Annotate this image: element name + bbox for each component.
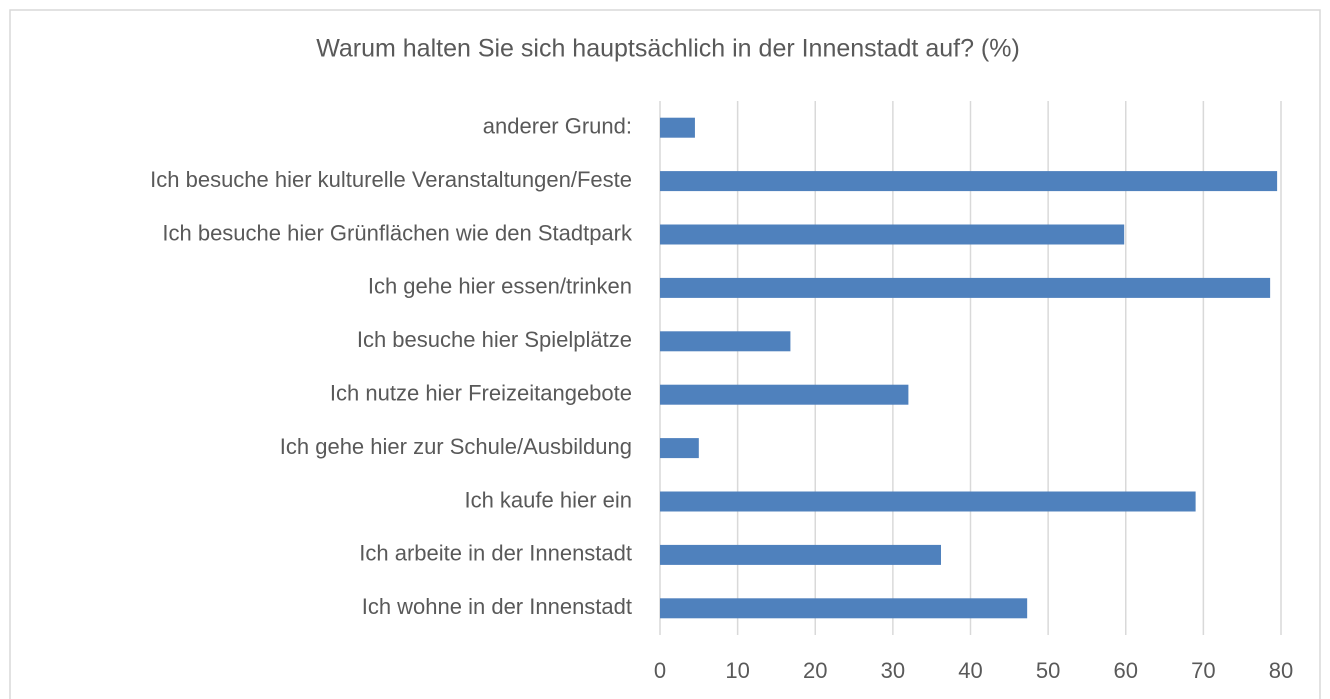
y-tick-label: Ich gehe hier essen/trinken	[368, 274, 632, 299]
y-tick-label: Ich besuche hier Spielplätze	[357, 327, 632, 352]
bar	[660, 384, 909, 405]
chart-title: Warum halten Sie sich hauptsächlich in d…	[316, 35, 1020, 63]
y-tick-label: Ich kaufe hier ein	[464, 487, 632, 512]
chart-border	[9, 9, 1321, 699]
x-tick-label: 80	[1269, 658, 1293, 683]
y-tick-label: Ich besuche hier Grünflächen wie den Sta…	[162, 220, 633, 245]
x-tick-label: 20	[803, 658, 827, 683]
bar	[660, 598, 1028, 619]
bar	[660, 277, 1271, 298]
y-tick-label: Ich nutze hier Freizeitangebote	[330, 381, 632, 406]
bar	[660, 491, 1196, 512]
bar	[660, 117, 695, 138]
x-tick-label: 10	[725, 658, 749, 683]
x-tick-label: 50	[1036, 658, 1060, 683]
x-tick-label: 30	[881, 658, 905, 683]
y-tick-label: Ich besuche hier kulturelle Veranstaltun…	[150, 167, 632, 192]
x-tick-label: 0	[654, 658, 666, 683]
bar	[660, 224, 1125, 245]
y-tick-label: Ich wohne in der Innenstadt	[362, 594, 632, 619]
y-tick-label: Ich gehe hier zur Schule/Ausbildung	[280, 434, 632, 459]
bar	[660, 171, 1278, 192]
x-tick-label: 70	[1191, 658, 1215, 683]
y-tick-label: anderer Grund:	[483, 114, 632, 139]
y-tick-label: Ich arbeite in der Innenstadt	[359, 541, 632, 566]
x-tick-label: 40	[958, 658, 982, 683]
bar	[660, 331, 791, 352]
bar	[660, 544, 942, 565]
x-tick-label: 60	[1114, 658, 1138, 683]
bar	[660, 438, 699, 459]
